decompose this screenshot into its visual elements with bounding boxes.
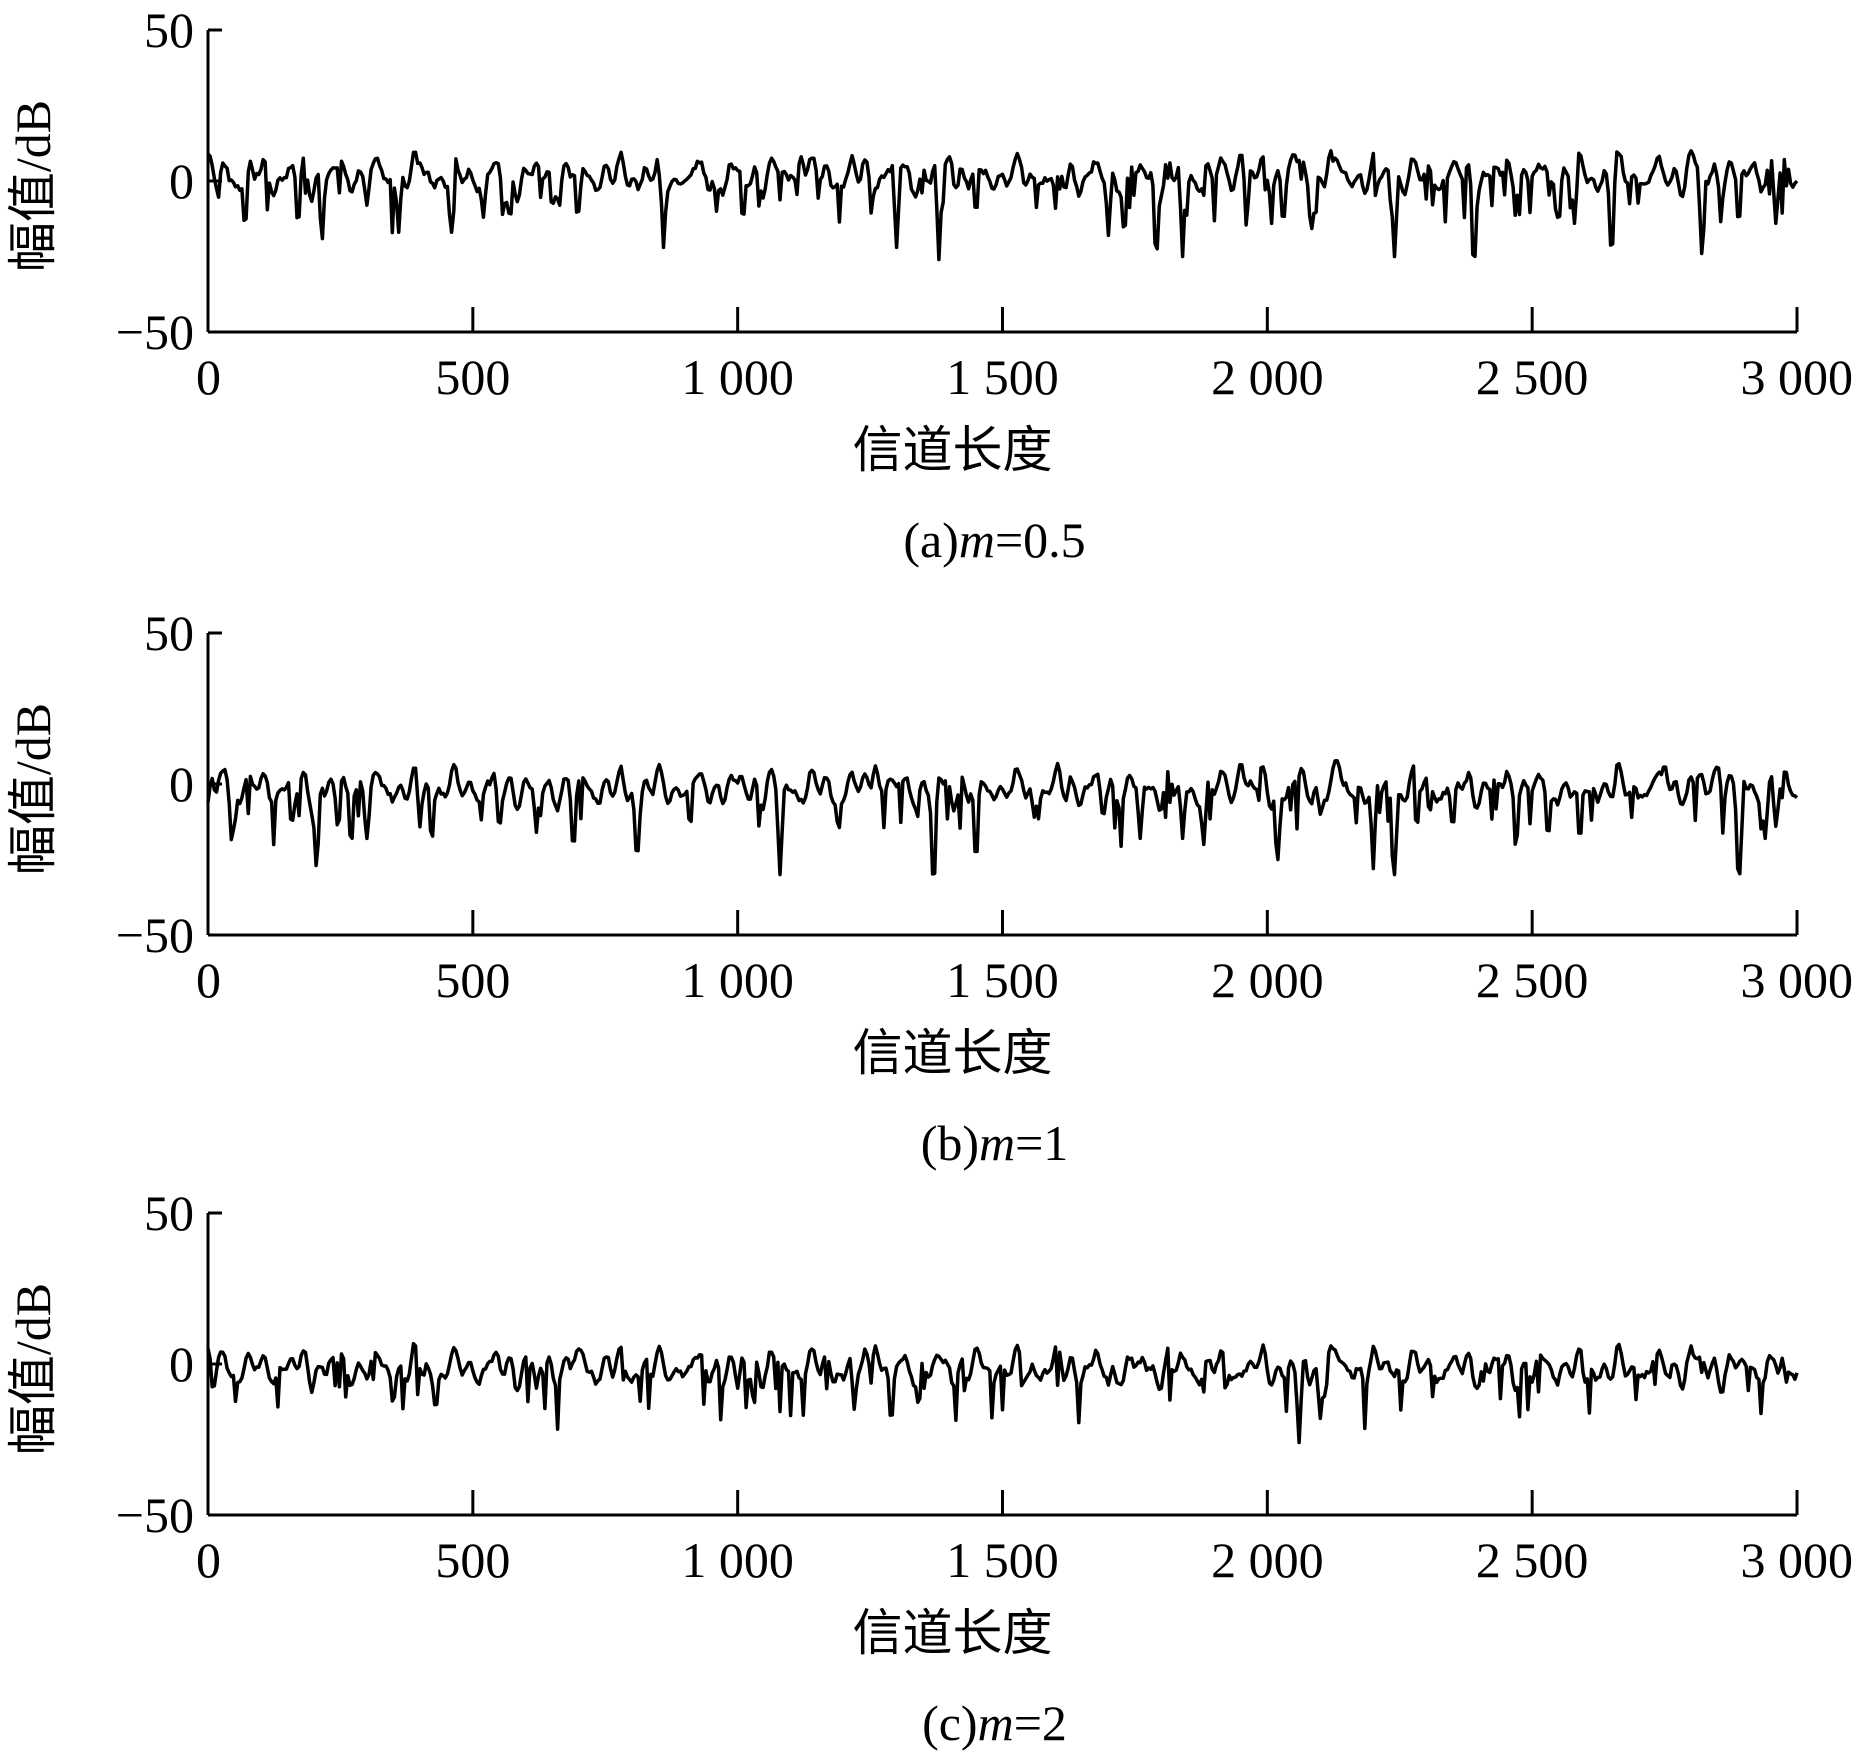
series-line bbox=[206, 759, 1799, 877]
y-tick-label: −50 bbox=[116, 304, 194, 360]
x-tick-label: 2 000 bbox=[1211, 952, 1324, 1008]
y-tick-label: 0 bbox=[169, 756, 194, 812]
panel-caption: (c)m=2 bbox=[922, 1695, 1067, 1751]
x-tick-label: 1 000 bbox=[681, 1532, 794, 1588]
chart-panel: 500−500 500 1 000 1 500 2 000 2 500 3 000信道长度幅… bbox=[5, 1185, 1853, 1751]
x-tick-label: 2 500 bbox=[1476, 952, 1589, 1008]
x-tick-label: 0 bbox=[196, 1532, 221, 1588]
x-tick-label: 0 bbox=[196, 349, 221, 405]
x-tick-label: 3 000 bbox=[1741, 952, 1854, 1008]
x-tick-label: 1 000 bbox=[681, 349, 794, 405]
x-tick-label: 3 000 bbox=[1741, 1532, 1854, 1588]
x-tick-label: 500 bbox=[435, 1532, 510, 1588]
panel-caption: (b)m=1 bbox=[921, 1115, 1069, 1171]
x-axis-title: 信道长度 bbox=[853, 1025, 1053, 1081]
series-line bbox=[206, 149, 1799, 262]
chart-panel: 500−500 500 1 000 1 500 2 000 2 500 3 000信道长度幅… bbox=[5, 2, 1853, 568]
x-tick-label: 500 bbox=[435, 349, 510, 405]
y-axis-title: 幅值/dB bbox=[5, 100, 61, 272]
panel-caption: (a)m=0.5 bbox=[903, 512, 1085, 568]
chart-panel: 500−500 500 1 000 1 500 2 000 2 500 3 000信道长度幅… bbox=[5, 605, 1853, 1171]
series-line bbox=[206, 1341, 1799, 1445]
x-tick-label: 2 500 bbox=[1476, 1532, 1589, 1588]
y-tick-label: −50 bbox=[116, 907, 194, 963]
y-tick-label: 50 bbox=[144, 1185, 194, 1241]
x-tick-label: 500 bbox=[435, 952, 510, 1008]
x-tick-label: 2 000 bbox=[1211, 1532, 1324, 1588]
y-tick-label: −50 bbox=[116, 1487, 194, 1543]
x-tick-label: 3 000 bbox=[1741, 349, 1854, 405]
x-tick-label: 2 500 bbox=[1476, 349, 1589, 405]
y-tick-label: 0 bbox=[169, 153, 194, 209]
x-tick-label: 1 000 bbox=[681, 952, 794, 1008]
x-tick-label: 1 500 bbox=[946, 349, 1059, 405]
x-tick-label: 2 000 bbox=[1211, 349, 1324, 405]
x-tick-label: 1 500 bbox=[946, 1532, 1059, 1588]
y-tick-label: 0 bbox=[169, 1336, 194, 1392]
y-tick-label: 50 bbox=[144, 2, 194, 58]
x-axis-title: 信道长度 bbox=[853, 1605, 1053, 1661]
x-tick-label: 1 500 bbox=[946, 952, 1059, 1008]
y-axis-title: 幅值/dB bbox=[5, 1283, 61, 1455]
x-tick-label: 0 bbox=[196, 952, 221, 1008]
y-axis-title: 幅值/dB bbox=[5, 703, 61, 875]
y-tick-label: 50 bbox=[144, 605, 194, 661]
x-axis-title: 信道长度 bbox=[853, 422, 1053, 478]
